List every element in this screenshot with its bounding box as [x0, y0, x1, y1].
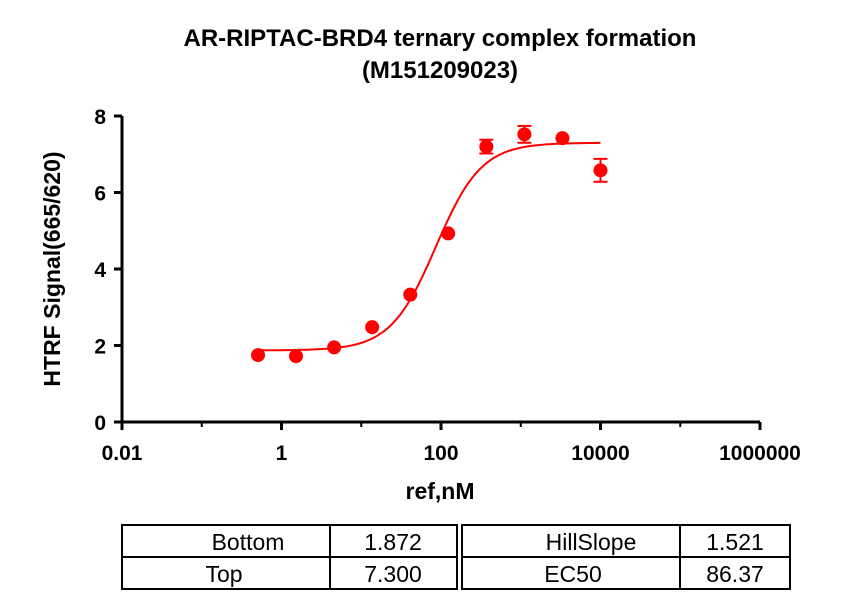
table-value-bottom: 1.872	[364, 529, 422, 555]
y-tick-label: 2	[94, 336, 106, 359]
y-tick-label: 0	[94, 412, 106, 435]
axes: 0.01 1 100 10000 1000000 0 2 4 6 8	[94, 106, 801, 465]
y-tick-label: 4	[94, 259, 106, 282]
y-tick-label: 8	[94, 106, 106, 129]
data-marks	[251, 124, 608, 364]
data-point	[593, 163, 608, 178]
table-label-bottom: Bottom	[212, 529, 285, 555]
y-tick-label: 6	[94, 183, 106, 206]
data-point	[403, 287, 418, 302]
x-axis-label: ref,nM	[406, 478, 475, 504]
data-point	[555, 131, 570, 146]
table-value-top: 7.300	[364, 561, 422, 587]
x-tick-label: 1	[276, 442, 288, 465]
table-value-hillslope: 1.521	[706, 529, 764, 555]
data-point	[365, 320, 380, 335]
data-point	[251, 348, 266, 363]
data-point	[517, 127, 532, 142]
data-point	[289, 349, 304, 364]
y-axis-label: HTRF Signal(665/620)	[39, 151, 65, 386]
table-label-ec50: EC50	[544, 561, 602, 587]
table-value-ec50: 86.37	[706, 561, 764, 587]
table-label-top: Top	[205, 561, 242, 587]
x-tick-label: 10000	[571, 442, 629, 465]
data-point	[441, 226, 456, 241]
chart-subtitle: (M151209023)	[362, 57, 518, 84]
table-label-hillslope: HillSlope	[546, 529, 637, 555]
data-point	[327, 340, 342, 355]
fit-curve	[258, 141, 601, 352]
x-tick-label: 100	[423, 442, 458, 465]
x-tick-label: 0.01	[102, 442, 143, 465]
x-tick-label: 1000000	[719, 442, 801, 465]
parameter-table	[121, 524, 791, 590]
chart-title: AR-RIPTAC-BRD4 ternary complex formation	[184, 25, 697, 52]
data-point	[479, 139, 494, 154]
